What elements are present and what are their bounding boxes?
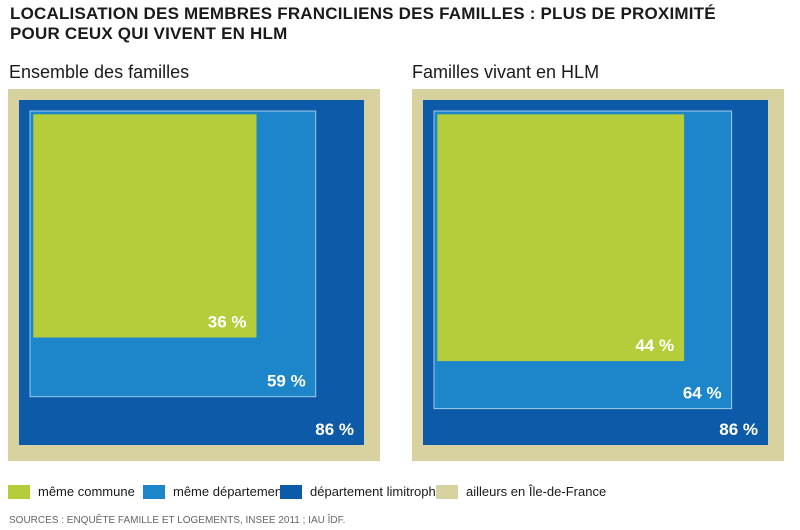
chart-title-line-2: POUR CEUX QUI VIVENT EN HLM — [10, 24, 288, 43]
square-ensemble-meme-commune — [33, 114, 257, 338]
legend: même commune même département départemen… — [8, 482, 798, 502]
chart-title: LOCALISATION DES MEMBRES FRANCILIENS DES… — [10, 4, 790, 44]
legend-label-meme-commune: même commune — [38, 484, 135, 499]
square-hlm-meme-commune — [437, 114, 685, 362]
panel-title-ensemble: Ensemble des familles — [9, 62, 190, 82]
value-label-hlm-meme-commune: 44 % — [635, 336, 674, 355]
legend-swatch-ailleurs-idf — [436, 485, 458, 499]
legend-label-ailleurs-idf: ailleurs en Île-de-France — [466, 484, 607, 499]
value-label-hlm-meme-departement: 64 % — [683, 384, 722, 403]
legend-swatch-meme-commune — [8, 485, 30, 499]
value-label-ensemble-meme-commune: 36 % — [208, 313, 247, 332]
legend-label-departement-limitrophe: département limitrophe — [310, 484, 443, 499]
value-label-hlm-departement-limitrophe: 86 % — [719, 420, 758, 439]
value-label-ensemble-departement-limitrophe: 86 % — [315, 420, 354, 439]
value-label-ensemble-meme-departement: 59 % — [267, 372, 306, 391]
legend-swatch-meme-departement — [143, 485, 165, 499]
source-note: SOURCES : ENQUÊTE FAMILLE ET LOGEMENTS, … — [9, 515, 346, 526]
chart-title-line-1: LOCALISATION DES MEMBRES FRANCILIENS DES… — [10, 4, 716, 23]
legend-swatch-departement-limitrophe — [280, 485, 302, 499]
legend-label-meme-departement: même département — [173, 484, 286, 499]
panel-title-hlm: Familles vivant en HLM — [412, 62, 600, 82]
